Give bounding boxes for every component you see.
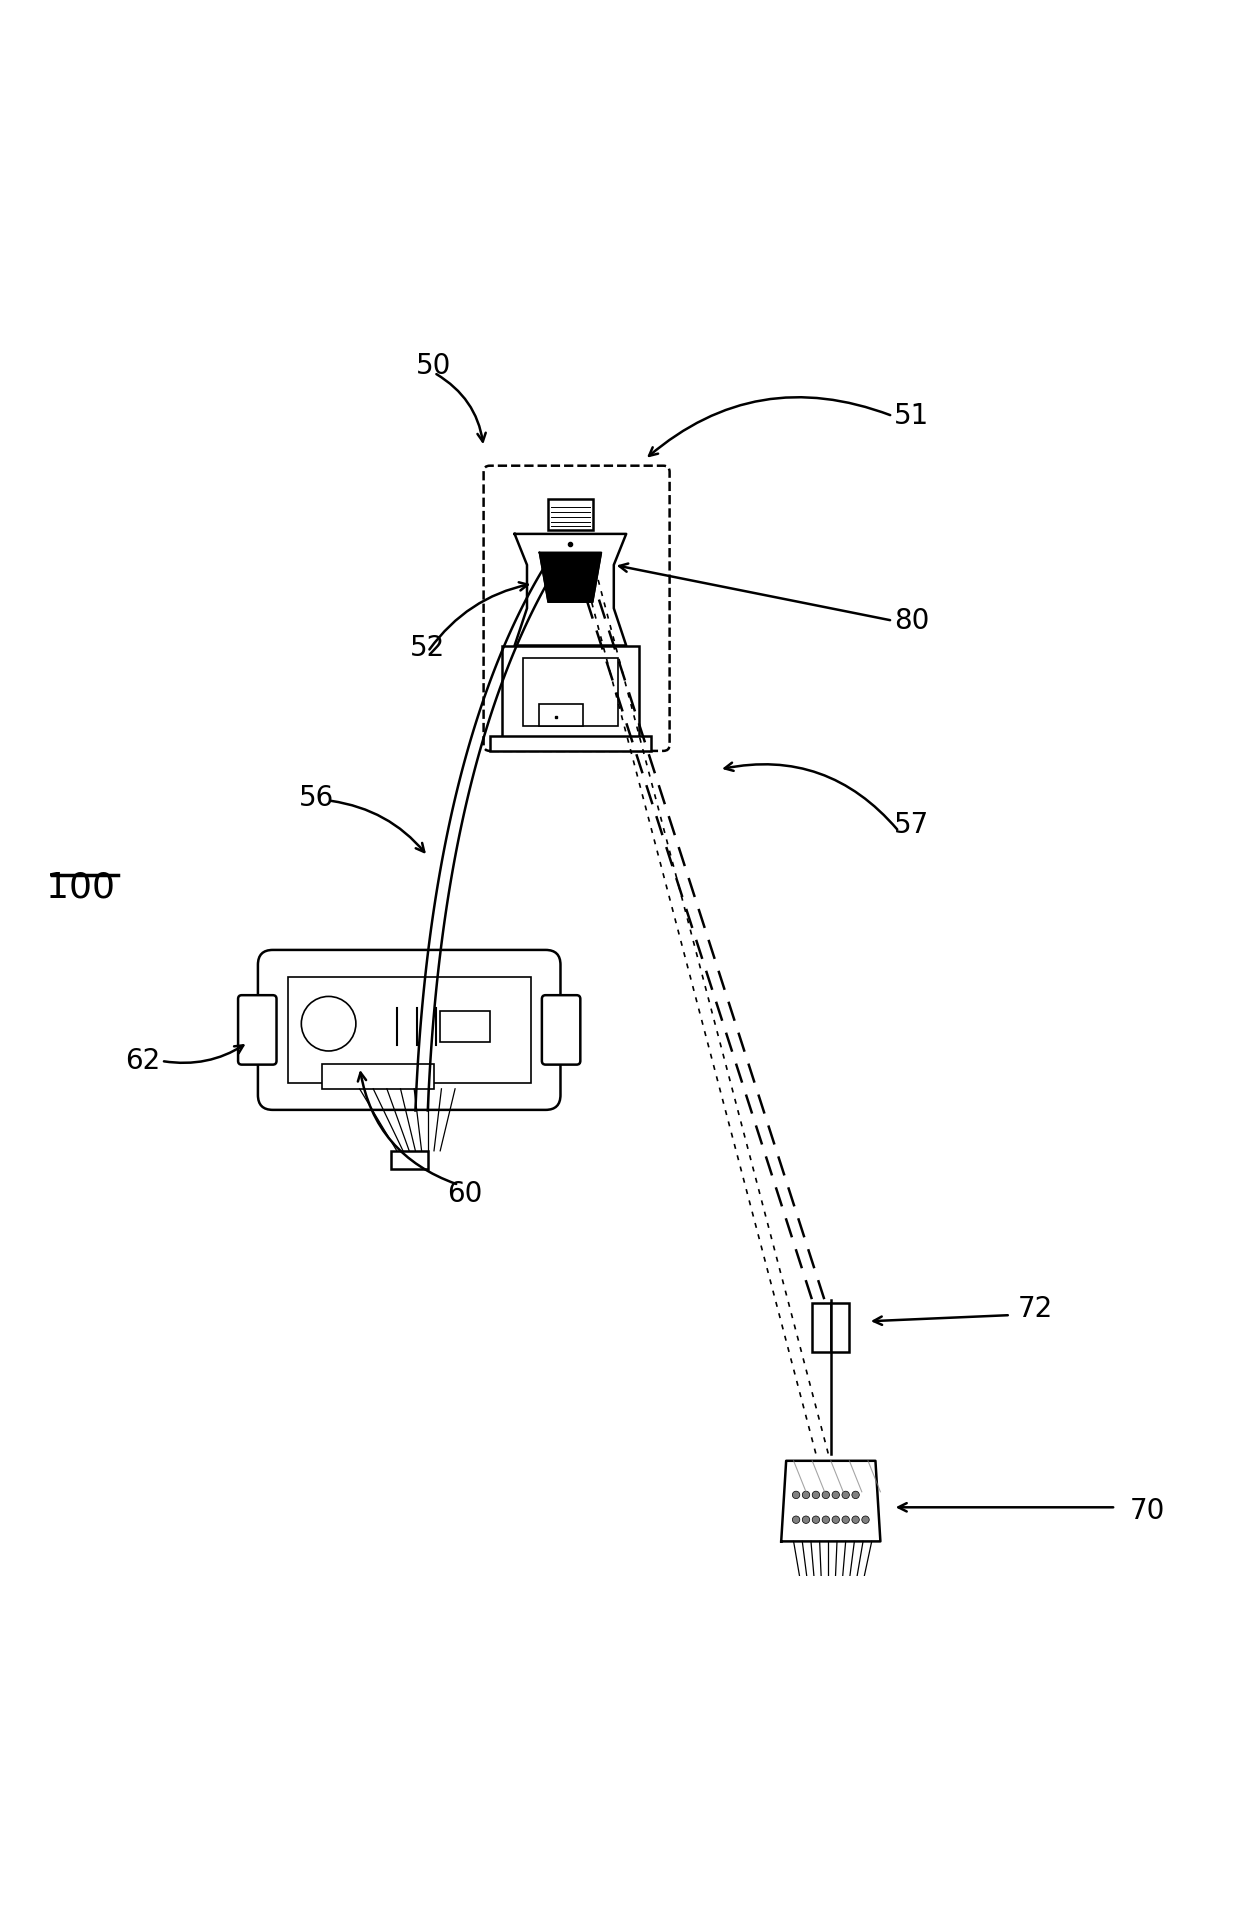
Text: 60: 60 xyxy=(448,1179,482,1208)
FancyBboxPatch shape xyxy=(542,996,580,1064)
FancyArrowPatch shape xyxy=(873,1315,1008,1324)
Bar xyxy=(391,1150,428,1170)
Text: 70: 70 xyxy=(1130,1496,1164,1525)
Circle shape xyxy=(812,1515,820,1523)
Bar xyxy=(812,1303,849,1353)
Bar xyxy=(322,1064,434,1089)
Circle shape xyxy=(852,1515,859,1523)
FancyBboxPatch shape xyxy=(258,950,560,1110)
FancyArrowPatch shape xyxy=(436,375,486,441)
Bar xyxy=(539,703,583,726)
Circle shape xyxy=(822,1491,830,1498)
Circle shape xyxy=(832,1515,839,1523)
Circle shape xyxy=(842,1491,849,1498)
Text: 72: 72 xyxy=(1018,1296,1053,1322)
Text: 57: 57 xyxy=(894,812,929,839)
FancyArrowPatch shape xyxy=(898,1504,1114,1512)
FancyBboxPatch shape xyxy=(238,996,277,1064)
Circle shape xyxy=(862,1515,869,1523)
FancyArrowPatch shape xyxy=(649,397,890,457)
Circle shape xyxy=(802,1515,810,1523)
Text: 62: 62 xyxy=(125,1047,160,1074)
Circle shape xyxy=(832,1491,839,1498)
Bar xyxy=(523,657,618,726)
Text: 100: 100 xyxy=(46,870,115,904)
Text: 50: 50 xyxy=(417,352,451,380)
Polygon shape xyxy=(539,552,601,602)
Circle shape xyxy=(792,1491,800,1498)
FancyArrowPatch shape xyxy=(429,583,528,650)
FancyArrowPatch shape xyxy=(619,564,890,621)
Bar xyxy=(440,1011,490,1041)
Circle shape xyxy=(822,1515,830,1523)
Text: 52: 52 xyxy=(410,634,445,661)
Circle shape xyxy=(792,1515,800,1523)
Circle shape xyxy=(301,996,356,1051)
Bar xyxy=(502,646,639,738)
FancyArrowPatch shape xyxy=(331,801,424,852)
Circle shape xyxy=(802,1491,810,1498)
Bar xyxy=(548,499,593,529)
Bar xyxy=(490,736,651,751)
FancyArrowPatch shape xyxy=(164,1045,243,1063)
FancyArrowPatch shape xyxy=(358,1072,456,1185)
Circle shape xyxy=(812,1491,820,1498)
FancyArrowPatch shape xyxy=(724,762,898,829)
Text: 56: 56 xyxy=(299,784,334,812)
Bar xyxy=(288,977,531,1084)
Text: 51: 51 xyxy=(894,401,929,430)
Circle shape xyxy=(842,1515,849,1523)
Polygon shape xyxy=(781,1460,880,1542)
Text: 80: 80 xyxy=(894,606,929,634)
Circle shape xyxy=(852,1491,859,1498)
